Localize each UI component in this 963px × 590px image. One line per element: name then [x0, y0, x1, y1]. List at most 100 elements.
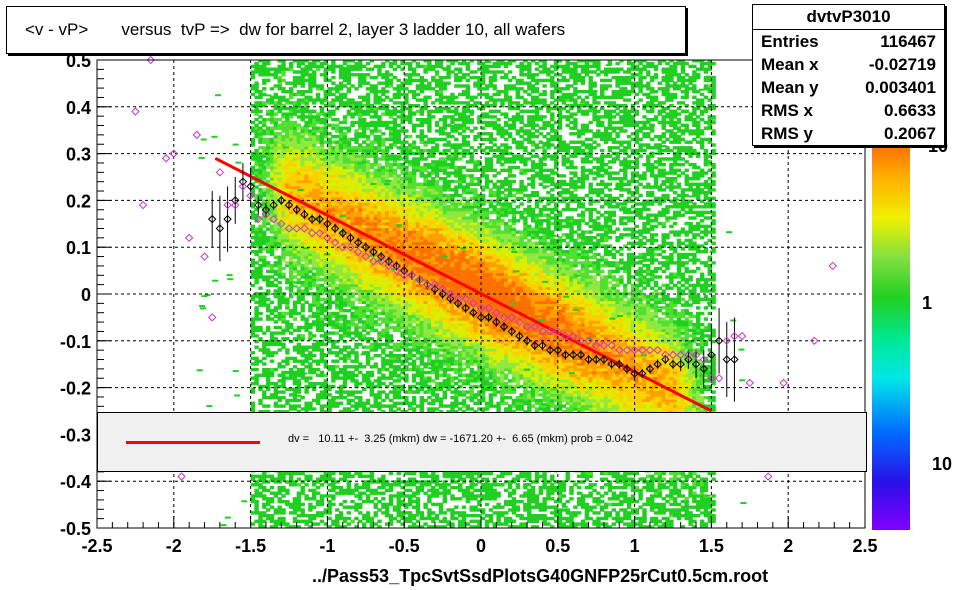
data-point	[430, 280, 440, 289]
data-point	[177, 472, 186, 481]
data-point	[630, 369, 639, 378]
data-point	[492, 317, 501, 327]
data-point	[292, 224, 301, 233]
y-tick-label: 0	[81, 285, 91, 305]
data-point	[223, 214, 232, 224]
data-point	[246, 182, 255, 191]
data-point	[238, 182, 248, 191]
stats-box: dvtvP3010 Entries 116467 Mean x -0.02719 M…	[752, 4, 945, 146]
data-point	[584, 355, 593, 364]
data-point	[376, 257, 386, 266]
data-point	[453, 299, 463, 308]
x-axis-title: ../Pass53_TpcSvtSsdPlotsG40GNFP25rCut0.5…	[312, 566, 769, 586]
data-point	[645, 364, 655, 374]
data-point	[330, 224, 340, 233]
fit-legend-text: dv = 10.11 +- 3.25 (mkm) dw = -1671.20 +…	[288, 433, 633, 445]
y-tick-label: 0.4	[66, 98, 91, 118]
y-tick-label: 0.2	[66, 191, 91, 211]
data-point	[522, 336, 532, 346]
data-point	[722, 355, 731, 364]
data-point	[737, 331, 747, 341]
stats-row: Mean x -0.02719	[761, 55, 936, 74]
data-point	[699, 355, 708, 364]
data-point	[522, 322, 532, 331]
data-point	[238, 177, 248, 186]
data-point	[469, 308, 478, 317]
y-tick-label: -0.4	[60, 472, 91, 492]
data-point	[653, 359, 662, 369]
data-point	[615, 359, 624, 369]
color-scale-bar	[872, 130, 910, 530]
data-point	[615, 345, 624, 355]
data-point	[369, 257, 378, 266]
data-point	[169, 149, 179, 158]
data-point	[269, 200, 278, 210]
x-tick-label: -2	[166, 536, 182, 556]
data-point	[645, 345, 655, 355]
data-point	[730, 331, 739, 341]
data-point	[568, 331, 578, 341]
data-point	[599, 341, 609, 350]
data-point	[668, 350, 678, 360]
data-point	[661, 355, 670, 364]
plot-title-box: <v - vP> versus tvP => dw for barrel 2, …	[6, 6, 686, 54]
stats-name: dvtvP3010	[753, 5, 944, 30]
data-point	[684, 350, 693, 360]
data-point	[353, 238, 363, 247]
data-point	[330, 238, 340, 247]
x-tick-label: 2.5	[852, 536, 877, 556]
data-point	[764, 472, 773, 481]
data-point	[353, 247, 363, 257]
x-tick-label: 1	[630, 536, 640, 556]
x-axis: -2.5 -2 -1.5 -1 -0.5 0 0.5 1 1.5 2 2.5	[81, 516, 878, 556]
y-tick-label: -0.1	[60, 332, 91, 352]
stats-row: Mean y 0.003401	[761, 78, 936, 97]
data-point	[668, 359, 678, 369]
data-point	[407, 271, 417, 280]
data-point	[461, 303, 470, 313]
data-point	[438, 289, 447, 299]
data-point	[461, 294, 470, 303]
data-point	[277, 219, 286, 229]
data-point	[269, 214, 278, 224]
data-point	[515, 317, 524, 327]
data-point	[591, 355, 601, 364]
x-tick-label: -1	[319, 536, 335, 556]
data-point	[745, 378, 755, 388]
data-point	[284, 200, 294, 210]
data-point	[699, 364, 708, 374]
data-point	[323, 219, 332, 229]
data-point	[361, 242, 371, 252]
data-point	[284, 224, 294, 233]
data-point	[507, 327, 516, 336]
data-point	[545, 327, 555, 336]
data-point	[714, 336, 724, 346]
x-tick-label: -2.5	[81, 536, 112, 556]
data-point	[499, 322, 509, 331]
x-tick-label: -1.5	[235, 536, 266, 556]
data-point	[231, 200, 240, 210]
plot-title: <v - vP> versus tvP => dw for barrel 2, …	[25, 20, 566, 39]
fit-legend-line	[126, 441, 260, 444]
data-point	[369, 247, 378, 257]
data-point	[515, 331, 524, 341]
data-point	[499, 313, 509, 322]
data-point	[538, 327, 547, 336]
data-point	[261, 205, 271, 214]
data-point	[361, 252, 371, 261]
data-point	[277, 196, 286, 205]
x-tick-label: 0	[476, 536, 486, 556]
data-point	[630, 345, 639, 355]
data-point	[545, 345, 555, 355]
data-point	[254, 200, 263, 210]
data-point	[730, 355, 739, 364]
data-point	[446, 289, 455, 299]
data-point	[691, 350, 701, 360]
stats-row: Entries 116467	[761, 32, 936, 51]
data-point	[192, 130, 202, 140]
fit-line	[214, 156, 713, 413]
data-point	[131, 107, 140, 116]
data-point	[507, 313, 516, 322]
data-point	[530, 322, 539, 331]
y-tick-label: 0.3	[66, 145, 91, 165]
